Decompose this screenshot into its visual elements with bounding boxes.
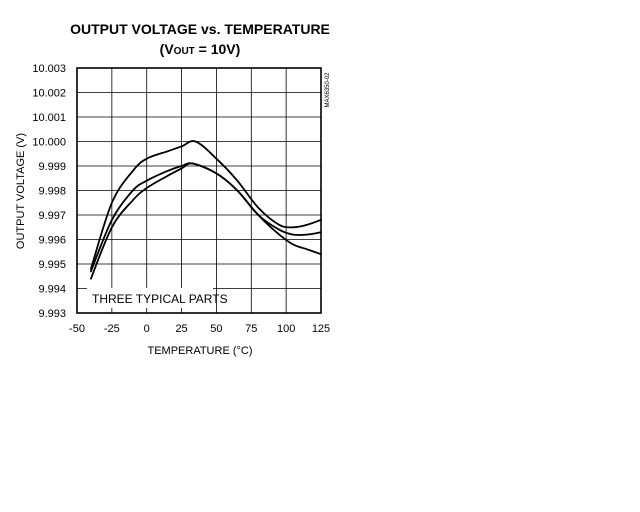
x-tick-label: 75	[245, 323, 257, 335]
chart-annotation: THREE TYPICAL PARTS	[92, 292, 228, 306]
x-tick-label: -25	[104, 323, 120, 335]
y-tick-label: 9.995	[38, 259, 66, 271]
x-tick-label: 25	[175, 323, 187, 335]
x-tick-label: 0	[144, 323, 150, 335]
y-tick-label: 9.993	[38, 308, 66, 320]
series-group	[90, 140, 322, 280]
series-line-3	[90, 162, 322, 280]
y-tick-labels: 9.993 9.994 9.995 9.996 9.997 9.998 9.999 10.00…	[32, 63, 66, 320]
grid-lines	[77, 68, 321, 313]
y-tick-label: 10.000	[32, 137, 66, 149]
x-tick-labels: -50 -25 0 25 50 75 100 125	[69, 323, 330, 335]
chart-title: OUTPUT VOLTAGE vs. TEMPERATURE	[70, 21, 330, 37]
y-tick-label: 10.002	[32, 88, 66, 100]
chart-subtitle: (VOUT = 10V)	[160, 41, 241, 57]
figure-code: MAX6350-02	[325, 72, 331, 108]
x-axis-label: TEMPERATURE (°C)	[147, 345, 252, 357]
y-tick-label: 9.999	[38, 161, 66, 173]
y-tick-label: 10.001	[32, 112, 66, 124]
x-tick-label: -50	[69, 323, 85, 335]
series-line-1	[90, 140, 322, 270]
x-tick-label: 50	[210, 323, 222, 335]
y-tick-label: 9.998	[38, 186, 66, 198]
plot-frame	[76, 67, 322, 314]
y-tick-label: 9.994	[38, 284, 66, 296]
x-tick-label: 125	[312, 323, 330, 335]
y-tick-label: 9.997	[38, 210, 66, 222]
y-axis-label: OUTPUT VOLTAGE (V)	[15, 133, 27, 249]
annotation-backdrop	[87, 288, 213, 308]
y-tick-label: 10.003	[32, 63, 66, 75]
y-tick-label: 9.996	[38, 235, 66, 247]
x-tick-label: 100	[277, 323, 295, 335]
